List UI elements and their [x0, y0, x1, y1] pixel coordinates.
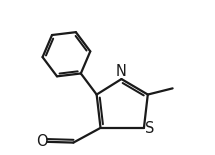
Text: N: N — [116, 64, 127, 79]
Text: O: O — [37, 134, 48, 149]
Text: S: S — [145, 121, 155, 136]
